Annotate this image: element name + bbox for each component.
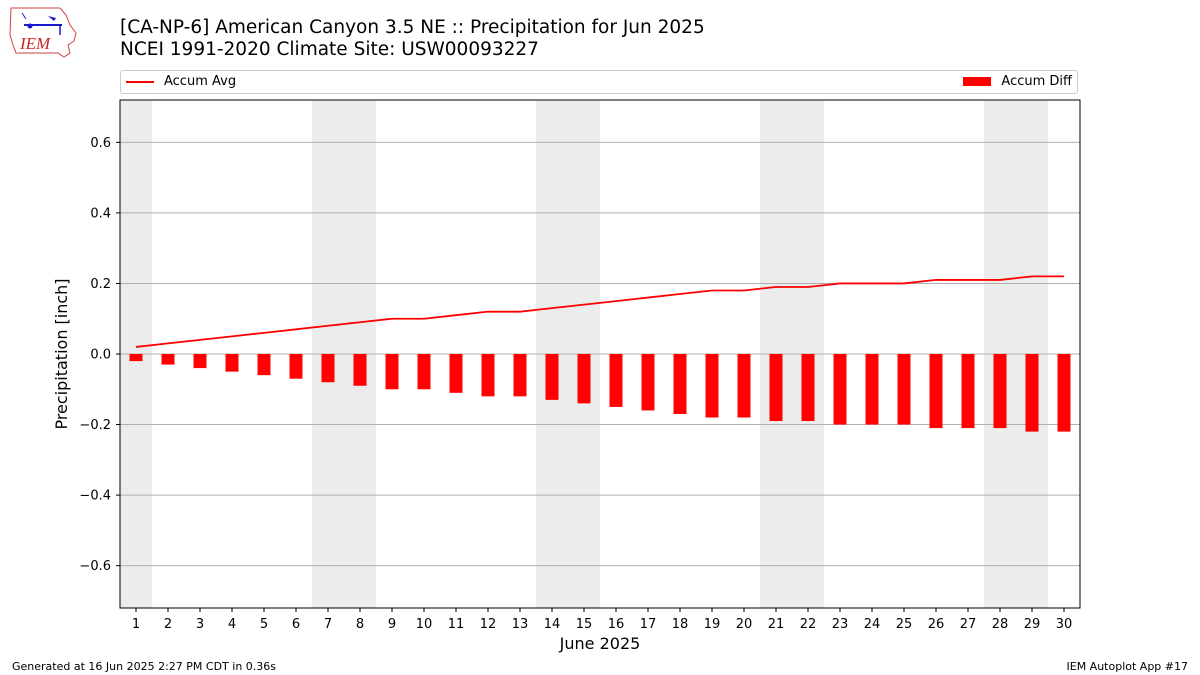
x-tick-label: 4 [228,617,236,632]
y-tick-label: 0.6 [90,136,111,151]
bar-accum-diff [161,354,175,365]
x-tick-label: 5 [260,617,268,632]
bar-accum-diff [961,354,975,429]
x-tick-label: 24 [864,617,881,632]
y-tick-label: −0.4 [79,489,111,504]
bar-accum-diff [1057,354,1071,432]
bar-accum-diff [417,354,431,390]
x-tick-label: 25 [896,617,913,632]
generated-timestamp: Generated at 16 Jun 2025 2:27 PM CDT in … [12,660,277,673]
bar-accum-diff [801,354,815,422]
x-tick-label: 26 [928,617,945,632]
x-tick-label: 13 [512,617,529,632]
bar-accum-diff [705,354,719,418]
bar-accum-diff [353,354,367,386]
bar-accum-diff [641,354,655,411]
y-tick-label: −0.2 [79,418,111,433]
y-axis-label: Precipitation [inch] [52,278,71,429]
x-tick-label: 16 [608,617,625,632]
chart-legend: Accum Avg Accum Diff [120,70,1078,94]
bar-accum-diff [481,354,495,397]
x-tick-label: 2 [164,617,172,632]
legend-line-swatch [126,80,154,83]
app-credit: IEM Autoplot App #17 [1066,660,1189,673]
legend-item-accum-avg: Accum Avg [126,74,236,89]
x-tick-label: 17 [640,617,657,632]
y-tick-label: 0.2 [90,277,111,292]
x-tick-label: 9 [388,617,396,632]
bar-accum-diff [577,354,591,404]
x-tick-label: 6 [292,617,300,632]
x-tick-label: 15 [576,617,593,632]
x-tick-label: 14 [544,617,561,632]
bar-accum-diff [513,354,527,397]
bar-accum-diff [193,354,207,369]
bar-accum-diff [321,354,335,383]
x-tick-label: 22 [800,617,817,632]
x-tick-label: 23 [832,617,849,632]
chart-title: [CA-NP-6] American Canyon 3.5 NE :: Prec… [120,17,705,38]
bar-accum-diff [225,354,239,372]
x-tick-label: 29 [1024,617,1041,632]
x-tick-label: 27 [960,617,977,632]
x-tick-label: 19 [704,617,721,632]
x-axis-label: June 2025 [559,634,641,653]
bar-accum-diff [289,354,303,379]
x-tick-label: 21 [768,617,785,632]
bar-accum-diff [993,354,1007,429]
bar-accum-diff [673,354,687,414]
bar-accum-diff [929,354,943,429]
bar-accum-diff [385,354,399,390]
logo-text: IEM [19,34,51,53]
legend-bar-swatch [963,77,992,86]
x-tick-label: 12 [480,617,497,632]
x-tick-label: 18 [672,617,689,632]
bar-accum-diff [449,354,463,393]
bar-accum-diff [769,354,783,422]
bar-accum-diff [545,354,559,400]
x-tick-label: 1 [132,617,140,632]
plot-frame [119,99,1081,609]
x-tick-label: 28 [992,617,1009,632]
y-tick-label: −0.6 [79,559,111,574]
y-tick-label: 0.0 [90,348,111,363]
bar-accum-diff [865,354,879,425]
bar-accum-diff [897,354,911,425]
x-tick-label: 10 [416,617,433,632]
chart-subtitle: NCEI 1991-2020 Climate Site: USW00093227 [120,39,539,60]
x-tick-label: 8 [356,617,364,632]
legend-item-accum-diff: Accum Diff [963,74,1072,89]
bar-accum-diff [129,354,143,362]
bar-accum-diff [257,354,271,376]
bar-accum-diff [833,354,847,425]
legend-label-accum-avg: Accum Avg [164,74,237,89]
line-accum-avg [135,275,1064,348]
bar-accum-diff [609,354,623,407]
bar-accum-diff [737,354,751,418]
x-tick-label: 30 [1056,617,1073,632]
iem-logo: IEM [9,7,77,58]
x-tick-label: 3 [196,617,204,632]
x-tick-label: 7 [324,617,332,632]
bar-accum-diff [1025,354,1039,432]
x-tick-label: 11 [448,617,465,632]
legend-label-accum-diff: Accum Diff [1001,74,1072,89]
x-tick-label: 20 [736,617,753,632]
y-tick-label: 0.4 [90,206,111,221]
